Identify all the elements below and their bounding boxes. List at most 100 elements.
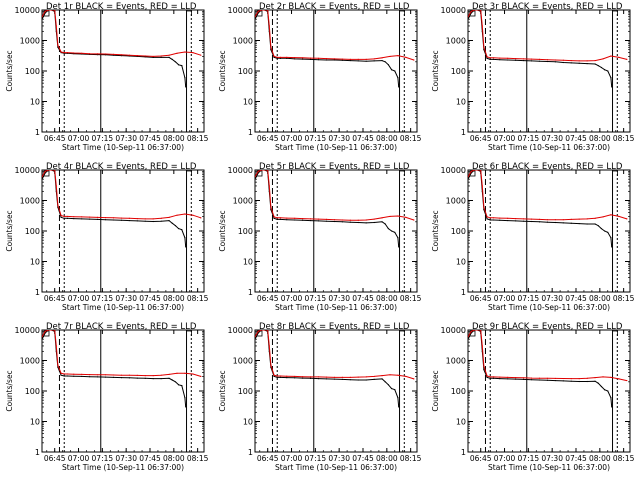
- events-point: [492, 58, 495, 61]
- events-series-line: [468, 330, 613, 407]
- lld-point: [192, 52, 194, 54]
- x-tick-label: 07:30: [328, 454, 350, 463]
- y-tick-label: 10000: [15, 166, 40, 175]
- lld-point: [120, 217, 123, 219]
- events-point: [66, 375, 69, 377]
- events-point: [317, 378, 320, 380]
- events-point: [286, 377, 288, 379]
- lld-point: [57, 44, 59, 46]
- lld-point: [578, 378, 580, 380]
- lld-point: [279, 217, 282, 219]
- events-point: [515, 378, 517, 380]
- events-point: [177, 227, 180, 230]
- lld-point: [267, 10, 269, 11]
- lld-point: [128, 54, 130, 56]
- lld-point: [468, 336, 469, 338]
- events-point: [607, 70, 609, 72]
- lld-point: [286, 217, 288, 219]
- lld-point: [152, 55, 154, 58]
- lld-point: [554, 219, 556, 221]
- lld-point: [357, 58, 359, 61]
- lld-point: [538, 377, 541, 379]
- lld-point: [55, 185, 57, 187]
- x-tick-label: 07:30: [115, 294, 137, 303]
- lld-point: [136, 54, 138, 57]
- events-point: [373, 378, 375, 381]
- lld-point: [112, 53, 115, 56]
- panel-det-9: Det 9r BLACK = Events, RED = LLD 1 10 100 10…: [431, 322, 635, 472]
- lld-point: [270, 364, 272, 366]
- end-marker: [612, 170, 618, 176]
- panel-det-8: Det 8r BLACK = Events, RED = LLD 1 10 100 10…: [218, 322, 422, 472]
- events-point: [486, 376, 488, 378]
- x-tick-label: 07:15: [305, 294, 327, 303]
- y-tick-label: 100: [238, 67, 253, 76]
- events-point: [120, 377, 123, 379]
- events-point: [112, 219, 115, 221]
- lld-point: [160, 217, 162, 219]
- lld-point: [480, 170, 482, 171]
- lld-point: [610, 376, 612, 378]
- lld-point: [562, 59, 564, 61]
- end-marker: [612, 330, 618, 336]
- lld-point: [89, 53, 91, 55]
- events-point: [171, 58, 173, 61]
- lld-point: [55, 345, 57, 347]
- events-point: [255, 18, 256, 20]
- series-group: [255, 330, 415, 408]
- events-point: [152, 56, 154, 58]
- x-axis-label: Start Time (10-Sep-11 06:37:00): [62, 463, 184, 472]
- events-point: [586, 223, 588, 225]
- events-point: [185, 406, 187, 408]
- events-point: [136, 55, 138, 58]
- lld-point: [73, 216, 75, 218]
- events-point: [387, 384, 390, 386]
- y-tick-label: 100: [451, 387, 466, 396]
- x-tick-label: 07:30: [541, 454, 563, 463]
- lld-point: [522, 377, 525, 379]
- x-tick-label: 07:45: [352, 134, 374, 143]
- y-tick-label: 10000: [228, 326, 253, 335]
- lld-point: [515, 58, 517, 60]
- y-tick-label: 10: [456, 418, 466, 427]
- events-point: [603, 230, 606, 232]
- events-point: [174, 381, 177, 383]
- events-point: [611, 86, 613, 88]
- events-point: [60, 374, 62, 376]
- lld-point: [192, 373, 194, 375]
- panel-title: Det 4r BLACK = Events, RED = LLD: [46, 162, 197, 172]
- events-point: [255, 178, 256, 180]
- y-tick-label: 100: [25, 387, 40, 396]
- x-tick-label: 08:15: [613, 294, 635, 303]
- events-point: [273, 217, 275, 219]
- series-group: [468, 330, 628, 408]
- lld-point: [626, 379, 628, 382]
- x-tick-label: 08:00: [589, 134, 611, 143]
- lld-point: [184, 51, 186, 53]
- lld-point: [44, 170, 46, 172]
- events-point: [184, 77, 186, 79]
- panel-title: Det 7r BLACK = Events, RED = LLD: [46, 322, 197, 332]
- events-series-line: [468, 10, 613, 87]
- lld-point: [50, 170, 53, 171]
- events-point: [492, 219, 495, 221]
- lld-point: [499, 376, 501, 378]
- lld-point: [546, 219, 549, 221]
- events-point: [578, 380, 580, 383]
- y-tick-label: 1000: [233, 197, 253, 206]
- y-axis-label: Counts/sec: [431, 210, 440, 251]
- lld-point: [341, 58, 343, 60]
- events-point: [73, 218, 75, 220]
- x-tick-label: 08:00: [589, 294, 611, 303]
- events-point: [63, 217, 65, 219]
- lld-point: [476, 170, 479, 171]
- events-point: [570, 62, 572, 64]
- events-point: [104, 219, 107, 221]
- lld-point: [473, 330, 475, 331]
- events-point: [294, 377, 296, 379]
- y-tick-label: 1000: [233, 357, 253, 366]
- lld-point: [268, 25, 270, 27]
- end-marker: [186, 10, 192, 16]
- events-point: [489, 219, 491, 221]
- lld-point: [522, 218, 525, 220]
